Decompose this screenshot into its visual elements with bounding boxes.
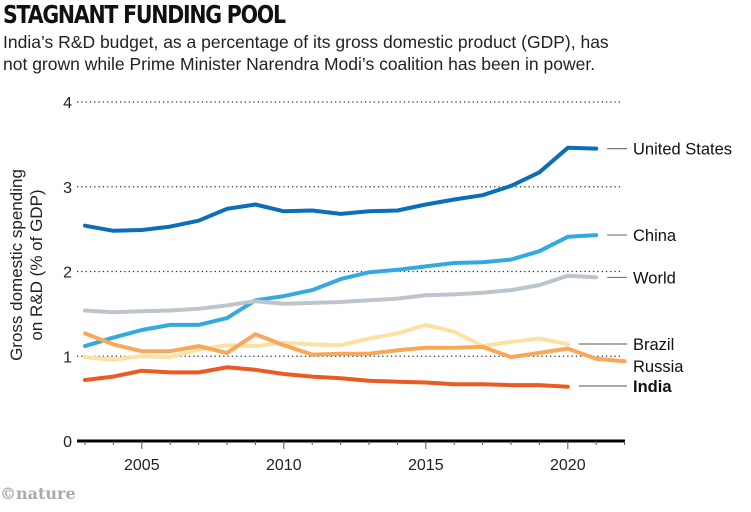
- x-tick-label: 2005: [124, 457, 160, 474]
- series-line-india: [83, 365, 570, 389]
- series-label-united-states: United States: [633, 141, 732, 159]
- nature-credit-logo: ©nature: [0, 484, 76, 503]
- y-tick-label: 0: [63, 434, 72, 451]
- series-label-india: India: [633, 378, 672, 396]
- y-tick-label: 1: [63, 349, 72, 366]
- series-labels: United States China World Brazil Russia India: [578, 141, 732, 396]
- y-tick-label: 3: [63, 180, 72, 197]
- series-line-brazil: [83, 322, 570, 362]
- series-label-russia: Russia: [633, 358, 684, 376]
- series-line-russia: [83, 331, 627, 364]
- x-axis: 2005 2010 2015 2020: [77, 439, 626, 474]
- x-tick-label: 2010: [266, 457, 302, 474]
- series-line-china: [83, 233, 599, 349]
- chart-title: STAGNANT FUNDING POOL: [3, 0, 286, 29]
- chart-subtitle: India’s R&D budget, as a percentage of i…: [3, 32, 748, 75]
- subtitle-line-2: not grown while Prime Minister Narendra …: [3, 53, 596, 74]
- series-label-world: World: [633, 269, 676, 287]
- subtitle-line-1: India’s R&D budget, as a percentage of i…: [3, 32, 609, 52]
- y-tick-labels: 0 1 2 3 4: [63, 95, 72, 451]
- series-line-world: [83, 273, 599, 315]
- x-tick-label: 2015: [408, 457, 444, 474]
- series-lines: [83, 145, 627, 389]
- series-line-united-states: [83, 145, 599, 233]
- x-tick-label: 2020: [550, 457, 586, 474]
- series-label-brazil: Brazil: [633, 336, 674, 354]
- y-tick-label: 4: [63, 95, 72, 112]
- series-label-china: China: [633, 227, 677, 245]
- y-tick-label: 2: [63, 265, 72, 282]
